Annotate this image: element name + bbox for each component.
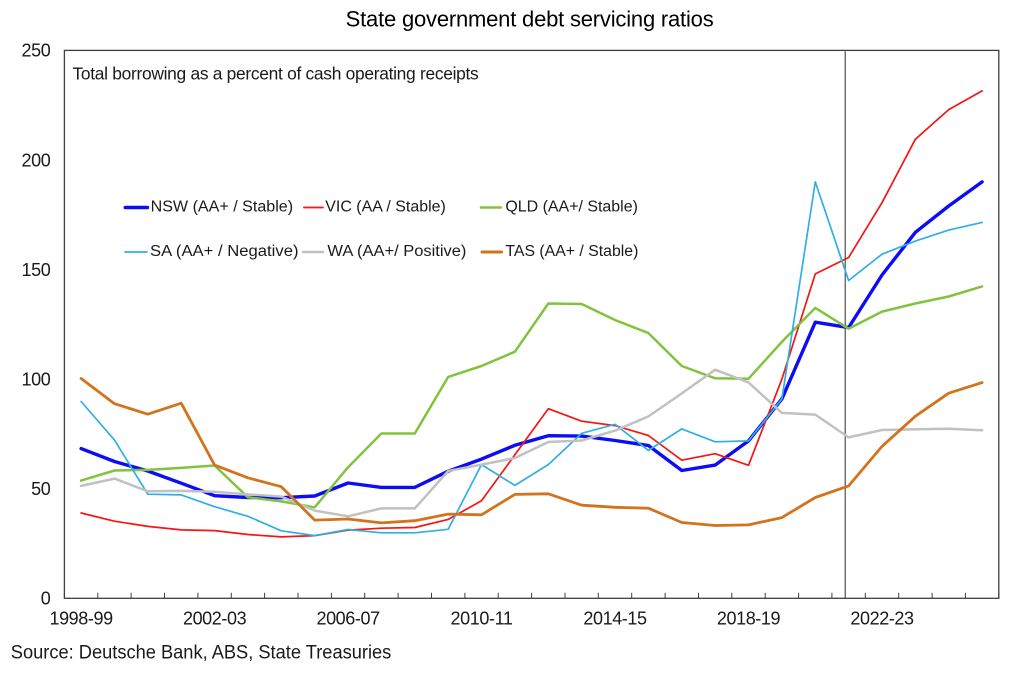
svg-text:50: 50 (31, 479, 51, 499)
svg-text:2006-07: 2006-07 (316, 608, 380, 628)
svg-text:150: 150 (22, 260, 51, 280)
svg-text:200: 200 (22, 150, 51, 170)
svg-text:2002-03: 2002-03 (183, 608, 247, 628)
svg-text:WA (AA+/ Positive): WA (AA+/ Positive) (327, 243, 466, 260)
svg-text:2010-11: 2010-11 (451, 608, 513, 628)
svg-text:100: 100 (22, 369, 51, 389)
svg-text:TAS (AA+ / Stable): TAS (AA+ / Stable) (505, 243, 638, 260)
svg-text:250: 250 (22, 41, 51, 61)
svg-text:SA (AA+ / Negative): SA (AA+ / Negative) (150, 243, 299, 260)
svg-text:1998-99: 1998-99 (49, 608, 113, 628)
svg-text:2018-19: 2018-19 (717, 608, 781, 628)
svg-text:Source: Deutsche Bank, ABS, St: Source: Deutsche Bank, ABS, State Treasu… (11, 643, 392, 664)
svg-text:VIC (AA / Stable): VIC (AA / Stable) (325, 199, 446, 216)
svg-text:NSW (AA+ / Stable): NSW (AA+ / Stable) (151, 199, 294, 216)
svg-text:0: 0 (41, 589, 51, 609)
svg-text:QLD (AA+/ Stable): QLD (AA+/ Stable) (505, 199, 638, 216)
svg-text:Total borrowing as a percent o: Total borrowing as a percent of cash ope… (73, 63, 480, 83)
svg-text:State government debt servicin: State government debt servicing ratios (346, 6, 714, 31)
svg-text:2014-15: 2014-15 (583, 608, 647, 628)
svg-text:2022-23: 2022-23 (850, 608, 914, 628)
